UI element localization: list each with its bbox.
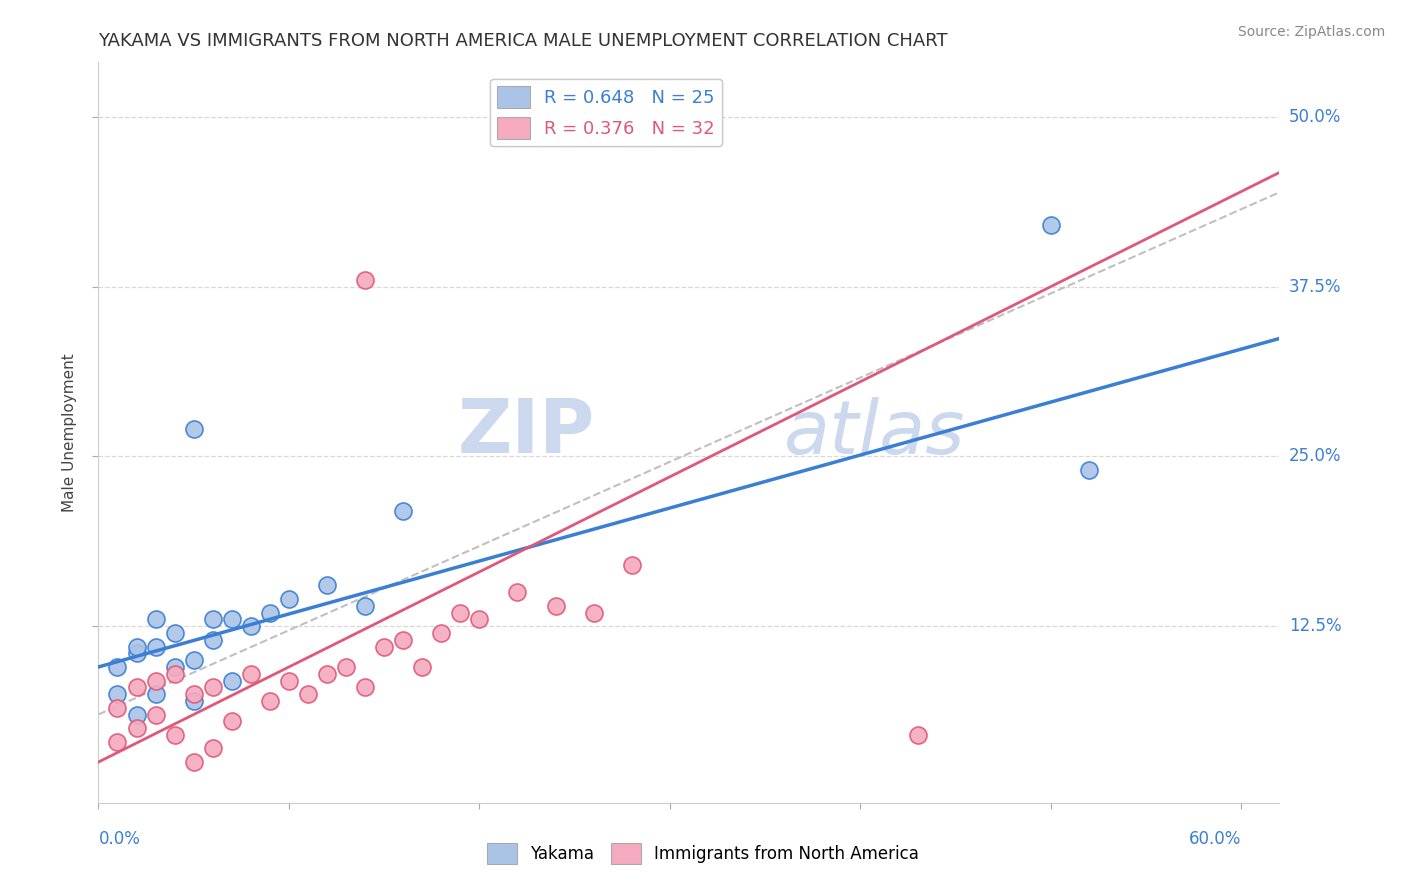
Point xyxy=(354,273,377,287)
Text: 12.5%: 12.5% xyxy=(1289,617,1341,635)
Legend: Yakama, Immigrants from North America: Yakama, Immigrants from North America xyxy=(481,837,925,871)
Point xyxy=(335,660,357,674)
Point xyxy=(449,606,471,620)
Point xyxy=(221,673,243,688)
Point xyxy=(125,646,148,660)
Point xyxy=(1039,219,1062,233)
Point xyxy=(145,707,167,722)
Point xyxy=(163,660,186,674)
Point xyxy=(201,632,224,647)
Point xyxy=(259,606,281,620)
Point xyxy=(107,660,129,674)
Text: YAKAMA VS IMMIGRANTS FROM NORTH AMERICA MALE UNEMPLOYMENT CORRELATION CHART: YAKAMA VS IMMIGRANTS FROM NORTH AMERICA … xyxy=(98,32,948,50)
Point xyxy=(163,666,186,681)
Y-axis label: Male Unemployment: Male Unemployment xyxy=(62,353,77,512)
Point xyxy=(145,612,167,626)
Text: Source: ZipAtlas.com: Source: ZipAtlas.com xyxy=(1237,25,1385,39)
Point xyxy=(163,728,186,742)
Point xyxy=(145,687,167,701)
Point xyxy=(582,606,605,620)
Point xyxy=(107,700,129,714)
Legend: R = 0.648   N = 25, R = 0.376   N = 32: R = 0.648 N = 25, R = 0.376 N = 32 xyxy=(491,78,723,146)
Point xyxy=(392,632,415,647)
Point xyxy=(468,612,491,626)
Text: 0.0%: 0.0% xyxy=(98,830,141,848)
Point xyxy=(145,673,167,688)
Point xyxy=(411,660,433,674)
Point xyxy=(297,687,319,701)
Point xyxy=(430,626,453,640)
Point xyxy=(239,666,262,681)
Point xyxy=(163,626,186,640)
Text: 50.0%: 50.0% xyxy=(1289,108,1341,126)
Point xyxy=(183,687,205,701)
Point xyxy=(354,681,377,695)
Text: ZIP: ZIP xyxy=(457,396,595,469)
Point xyxy=(239,619,262,633)
Point xyxy=(183,653,205,667)
Point xyxy=(125,640,148,654)
Point xyxy=(544,599,567,613)
Point xyxy=(506,585,529,599)
Text: 25.0%: 25.0% xyxy=(1289,448,1341,466)
Point xyxy=(183,422,205,436)
Point xyxy=(316,578,339,592)
Point xyxy=(125,721,148,735)
Point xyxy=(183,694,205,708)
Point xyxy=(201,681,224,695)
Point xyxy=(1078,463,1101,477)
Point xyxy=(316,666,339,681)
Point xyxy=(277,673,299,688)
Point xyxy=(620,558,643,572)
Point xyxy=(145,640,167,654)
Point xyxy=(354,599,377,613)
Point xyxy=(107,687,129,701)
Text: atlas: atlas xyxy=(783,397,965,468)
Point xyxy=(259,694,281,708)
Point xyxy=(201,741,224,756)
Text: 37.5%: 37.5% xyxy=(1289,277,1341,295)
Point xyxy=(277,592,299,607)
Point xyxy=(125,707,148,722)
Point xyxy=(125,681,148,695)
Text: 60.0%: 60.0% xyxy=(1189,830,1241,848)
Point xyxy=(201,612,224,626)
Point xyxy=(183,755,205,769)
Point xyxy=(907,728,929,742)
Point xyxy=(221,612,243,626)
Point xyxy=(221,714,243,729)
Point xyxy=(373,640,395,654)
Point xyxy=(392,504,415,518)
Point xyxy=(107,734,129,748)
